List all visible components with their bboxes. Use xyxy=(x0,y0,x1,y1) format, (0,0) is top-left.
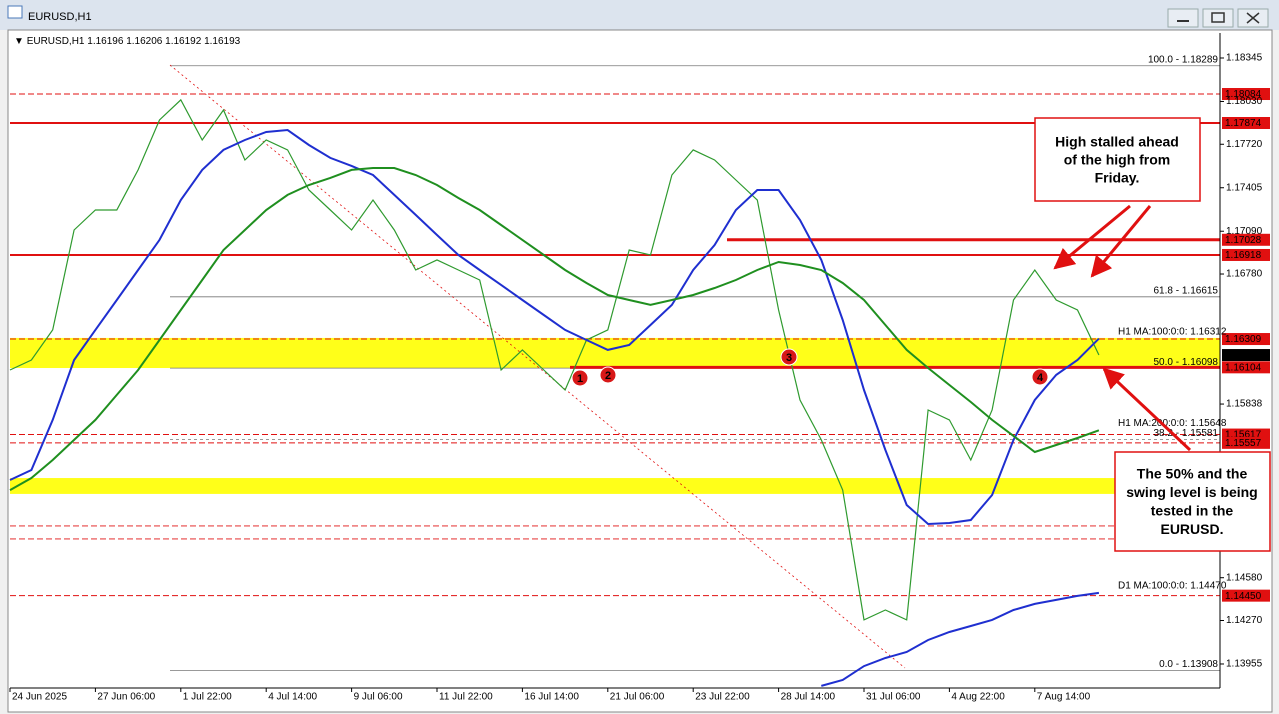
marker-label: 3 xyxy=(786,352,792,364)
window-title: EURUSD,H1 xyxy=(28,11,92,23)
window-icon xyxy=(7,5,23,19)
maximize-icon xyxy=(1211,12,1225,23)
arrow xyxy=(1102,367,1192,452)
x-tick-label: 24 Jun 2025 xyxy=(12,692,67,703)
title-bar xyxy=(0,0,1279,30)
x-tick-label: 1 Jul 22:00 xyxy=(183,692,232,703)
annotation-text: of the high from xyxy=(1064,152,1171,168)
annotation-text: Friday. xyxy=(1095,170,1140,186)
minimize-button[interactable] xyxy=(1167,8,1199,28)
y-tick-label: 1.17405 xyxy=(1226,182,1263,193)
y-tick-label: 1.18030 xyxy=(1226,96,1263,107)
x-tick-label: 4 Aug 22:00 xyxy=(951,692,1005,703)
level-label: 1.17874 xyxy=(1225,118,1262,129)
close-icon xyxy=(1246,12,1260,24)
fib-label: 61.8 - 1.16615 xyxy=(1154,285,1219,296)
level-label: 1.18084 xyxy=(1225,89,1262,100)
ma-label: H1 MA:200:0:0: 1.15648 xyxy=(1118,418,1227,429)
y-tick-label: 1.14580 xyxy=(1226,572,1263,583)
open: 1.16196 xyxy=(87,36,124,47)
zones xyxy=(10,337,1220,494)
level-tag xyxy=(1222,248,1270,261)
annotations: High stalled ahead of the high from Friday… xyxy=(571,117,1271,552)
moving-average xyxy=(9,167,1100,491)
x-tick-label: 23 Jul 22:00 xyxy=(695,692,750,703)
marker xyxy=(571,369,589,387)
level-tag xyxy=(1222,117,1270,130)
last-price-tag xyxy=(1222,349,1270,362)
annotation-box xyxy=(1034,117,1201,202)
level-label: 1.16309 xyxy=(1225,334,1262,345)
maximize-button[interactable] xyxy=(1202,8,1234,28)
arrow xyxy=(1053,204,1131,270)
axes: 100.0 - 1.18289 61.8 - 1.16615 50.0 - 1.16… xyxy=(9,53,1270,703)
header-arrow: ▼ xyxy=(14,36,27,47)
level-label: 1.16918 xyxy=(1225,250,1262,261)
marker-label: 4 xyxy=(1037,372,1044,384)
x-tick-label: 21 Jul 06:00 xyxy=(610,692,665,703)
fib-label: 0.0 - 1.13908 xyxy=(1159,659,1218,670)
symbol: EURUSD,H1 xyxy=(27,36,85,47)
high: 1.16206 xyxy=(126,36,163,47)
fib-label: 100.0 - 1.18289 xyxy=(1148,54,1218,65)
x-tick-label: 28 Jul 14:00 xyxy=(781,692,836,703)
support-zone xyxy=(10,478,1220,494)
x-tick-label: 16 Jul 14:00 xyxy=(524,692,579,703)
x-tick-label: 4 Jul 14:00 xyxy=(268,692,317,703)
series xyxy=(9,98,1100,687)
annotation-text: swing level is being xyxy=(1126,484,1257,500)
level-tag xyxy=(1222,233,1270,246)
price-lines xyxy=(10,65,1220,671)
moving-average xyxy=(9,128,1100,526)
level-tag xyxy=(1222,436,1270,449)
annotation-text: The 50% and the xyxy=(1137,466,1248,482)
header: ▼ EURUSD,H1 1.16196 1.16206 1.16192 1.16… xyxy=(14,36,241,47)
y-tick-label: 1.18345 xyxy=(1226,53,1263,64)
level-label: 1.17028 xyxy=(1225,235,1262,246)
ma-label: H1 MA:100:0:0: 1.16312 xyxy=(1118,326,1227,337)
annotation-text: High stalled ahead xyxy=(1055,134,1179,150)
last-price-label: 1.16193 xyxy=(1225,350,1262,361)
low: 1.16192 xyxy=(165,36,202,47)
y-tick-label: 1.15838 xyxy=(1226,399,1263,410)
marker-label: 2 xyxy=(605,370,611,382)
marker xyxy=(1031,368,1049,386)
y-tick-label: 1.13955 xyxy=(1226,659,1263,670)
close: 1.16193 xyxy=(204,36,241,47)
x-tick-label: 9 Jul 06:00 xyxy=(354,692,403,703)
y-tick-label: 1.17090 xyxy=(1226,226,1263,237)
x-tick-label: 31 Jul 06:00 xyxy=(866,692,921,703)
trend-line xyxy=(169,64,906,669)
annotation-box xyxy=(1114,451,1271,552)
marker-label: 1 xyxy=(577,373,583,385)
y-tick-label: 1.16780 xyxy=(1226,269,1263,280)
support-zone xyxy=(10,337,1220,369)
level-tag xyxy=(1222,88,1270,101)
level-label: 1.15557 xyxy=(1225,438,1262,449)
annotation-text: tested in the xyxy=(1151,503,1234,519)
x-tick-label: 11 Jul 22:00 xyxy=(439,692,493,703)
level-tag xyxy=(1222,589,1270,602)
fib-label: 50.0 - 1.16098 xyxy=(1154,357,1219,368)
level-label: 1.15617 xyxy=(1225,430,1262,441)
annotation-text: EURUSD. xyxy=(1160,521,1223,537)
fib-label: 38.2 - 1.15581 xyxy=(1154,428,1219,439)
y-tick-label: 1.17720 xyxy=(1226,139,1263,150)
x-tick-label: 7 Aug 14:00 xyxy=(1037,692,1091,703)
arrow xyxy=(1090,205,1152,278)
level-tag xyxy=(1222,333,1270,346)
marker xyxy=(780,348,798,366)
y-tick-label: 1.14270 xyxy=(1226,615,1263,626)
level-label: 1.14450 xyxy=(1225,591,1262,602)
level-tag xyxy=(1222,361,1270,374)
window-buttons xyxy=(1167,8,1269,28)
level-label: 1.16104 xyxy=(1225,362,1262,373)
x-tick-label: 27 Jun 06:00 xyxy=(97,692,155,703)
ma-label: D1 MA:100:0:0: 1.14470 xyxy=(1118,581,1227,592)
moving-average xyxy=(821,591,1100,687)
marker xyxy=(599,366,617,384)
